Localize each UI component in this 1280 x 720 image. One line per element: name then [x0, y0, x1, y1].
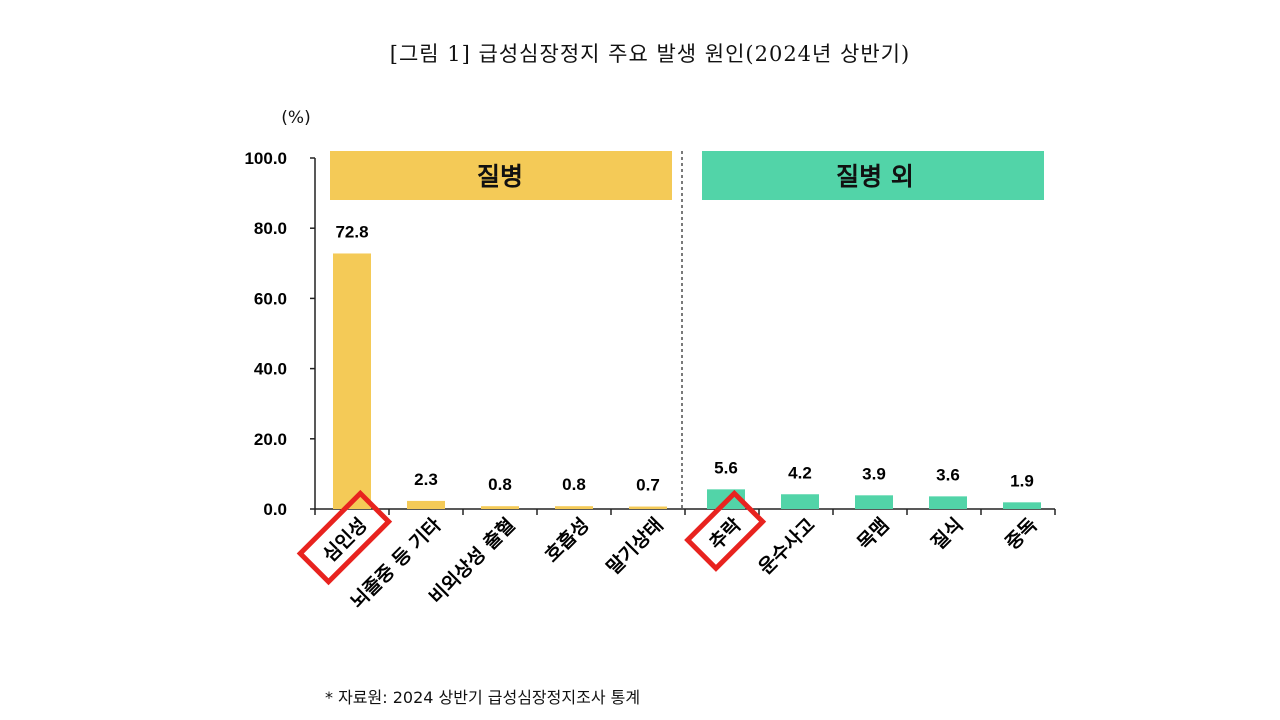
category-label: 호흡성	[540, 513, 593, 566]
group-banner	[702, 151, 1044, 200]
value-label: 5.6	[714, 458, 738, 477]
bar-9	[929, 496, 967, 509]
value-label: 3.6	[936, 465, 960, 484]
value-label: 2.3	[414, 470, 438, 489]
group-banners: 질병 질병 외	[330, 151, 1044, 509]
category-label: 목맴	[853, 514, 893, 554]
y-tick-label: 40.0	[254, 360, 287, 379]
value-label: 0.8	[488, 475, 512, 494]
y-tick-label: 80.0	[254, 219, 287, 238]
category-label: 심인성	[319, 514, 372, 567]
value-label: 0.7	[636, 476, 660, 495]
group-label: 질병 외	[836, 162, 914, 191]
bar-7	[781, 494, 819, 509]
value-label: 1.9	[1010, 471, 1034, 490]
y-tick-label: 60.0	[254, 289, 287, 308]
bar-1	[333, 253, 371, 509]
bar-4	[555, 506, 593, 509]
bar-2	[407, 500, 445, 509]
group-banner	[330, 151, 672, 200]
highlight-box	[684, 489, 767, 572]
bar-3	[481, 506, 519, 509]
category-label: 질식	[927, 514, 967, 554]
category-label: 운수사고	[755, 514, 820, 579]
value-label: 3.9	[862, 464, 886, 483]
y-tick-label: 100.0	[244, 149, 287, 168]
category-label: 중독	[1001, 514, 1041, 554]
category-label: 말기상태	[603, 514, 668, 579]
source-note: * 자료원: 2024 상반기 급성심장정지조사 통계	[325, 688, 641, 707]
value-label: 72.8	[335, 222, 368, 241]
chart-title: [그림 1] 급성심장정지 주요 발생 원인(2024년 상반기)	[389, 42, 911, 66]
bar-8	[855, 495, 893, 509]
axes: 100.0 80.0 60.0 40.0 20.0 0.0 (%)	[244, 108, 1056, 519]
value-label: 4.2	[788, 463, 812, 482]
bars	[333, 253, 1041, 509]
y-tick-label: 0.0	[263, 500, 287, 519]
bar-10	[1003, 502, 1041, 509]
group-label: 질병	[477, 162, 523, 191]
value-label: 0.8	[562, 475, 586, 494]
bar-5	[629, 506, 667, 509]
highlight-box	[296, 489, 393, 586]
value-labels: 72.8 2.3 0.8 0.8 0.7 5.6 4.2 3.9 3.6 1.9	[335, 222, 1033, 494]
y-axis-unit: (%)	[281, 108, 310, 128]
y-tick-label: 20.0	[254, 430, 287, 449]
